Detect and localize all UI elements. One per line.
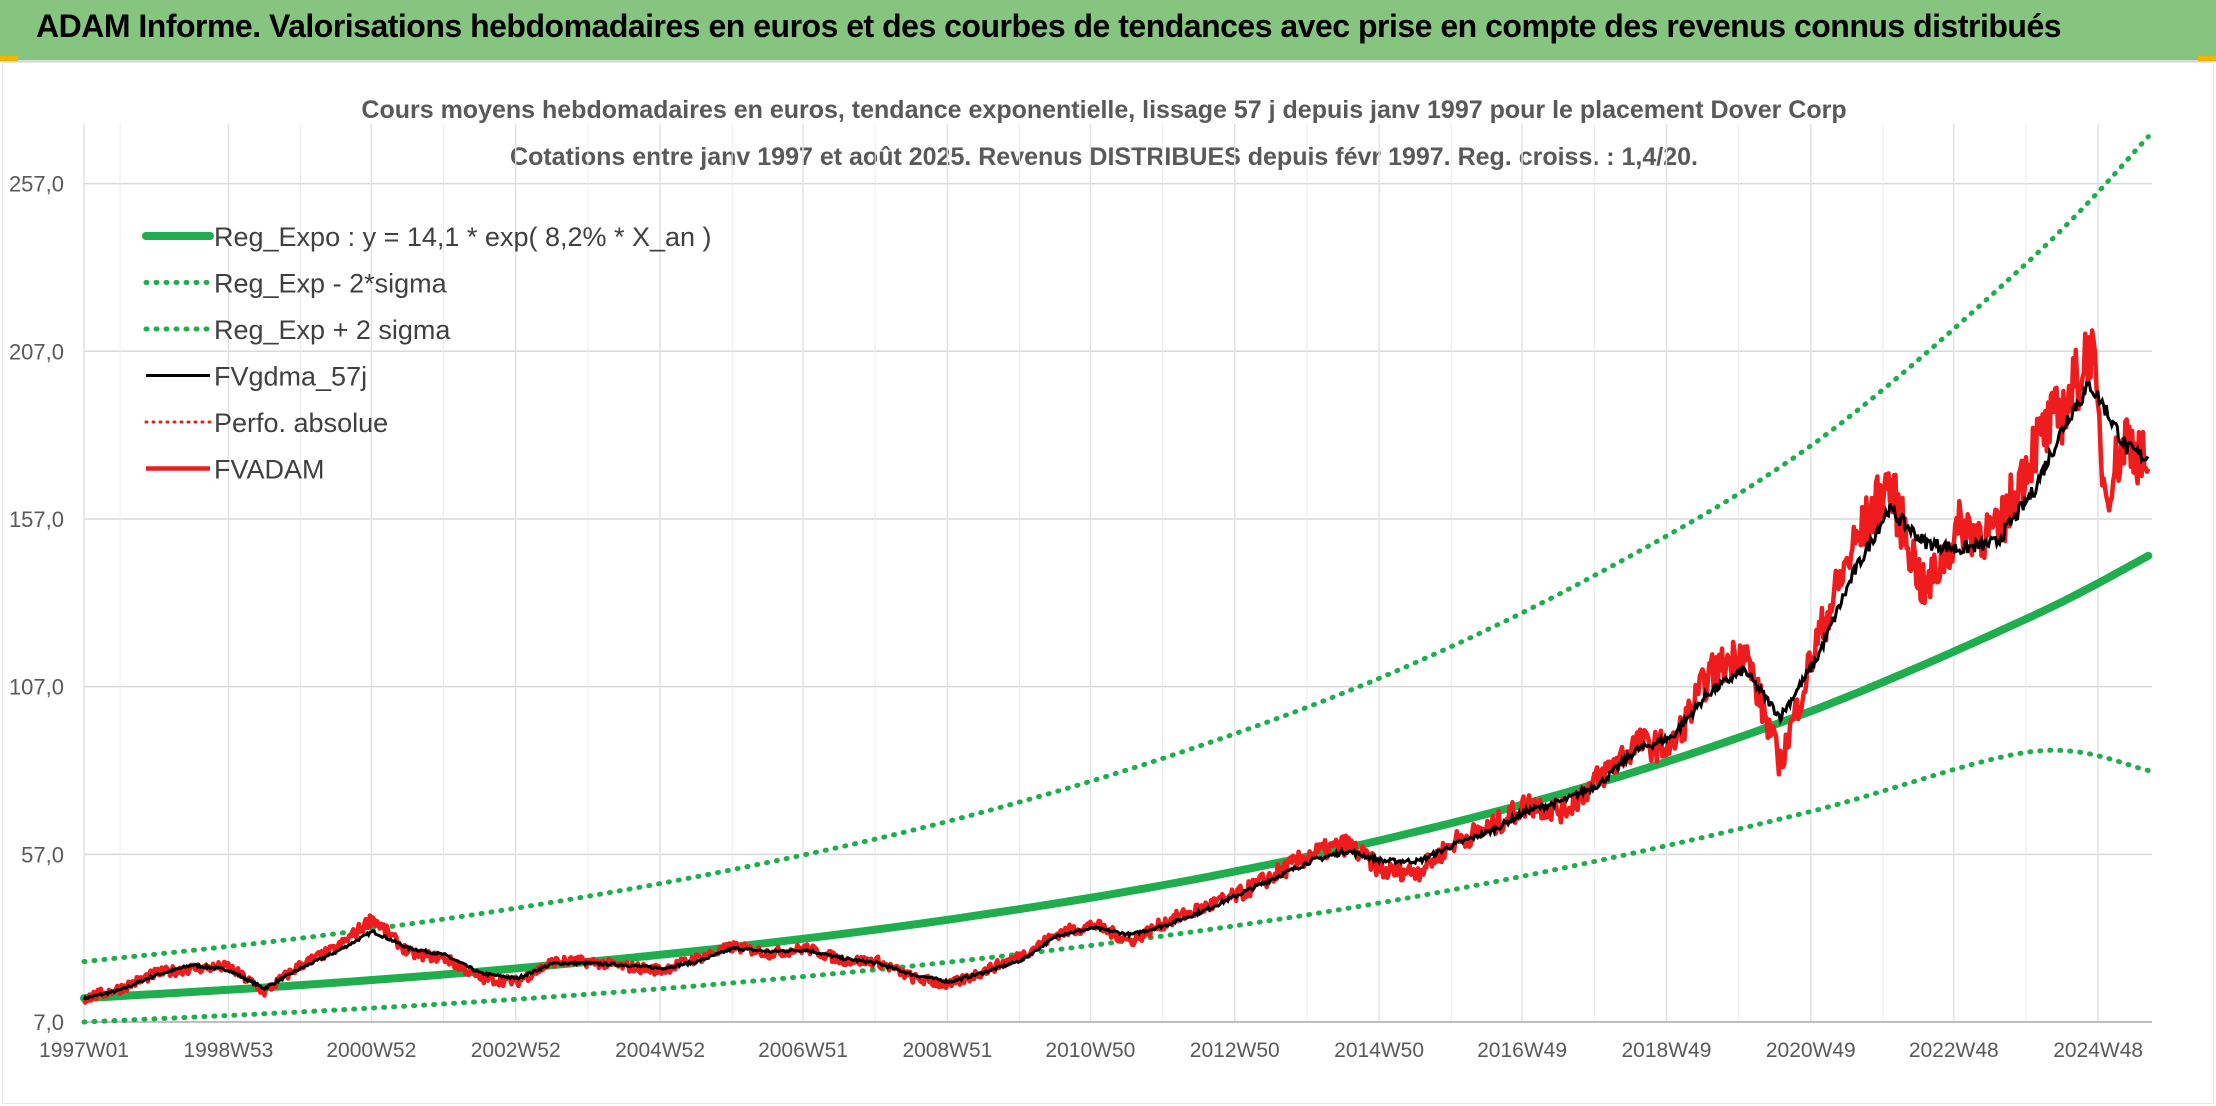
- report-title: ADAM Informe. Valorisations hebdomadaire…: [36, 8, 2062, 44]
- chart-subtitle: Cotations entre janv 1997 et août 2025. …: [510, 143, 1698, 171]
- x-tick-label: 2018W49: [1621, 1039, 1711, 1062]
- chart-title: Cours moyens hebdomadaires en euros, ten…: [361, 96, 1846, 124]
- legend-entry: Reg_Exp + 2 sigma: [214, 315, 451, 345]
- legend-entry: Perfo. absolue: [214, 408, 388, 438]
- axis-labels: 7,0 57,0 107,0 157,0 207,0 257,0 1997W01 1998W5…: [9, 172, 2143, 1062]
- x-tick-label: 2022W48: [1909, 1039, 1999, 1062]
- x-tick-label: 2010W50: [1045, 1039, 1135, 1062]
- series-line-3: [82, 379, 2150, 1001]
- x-tick-label: 2014W50: [1334, 1039, 1424, 1062]
- corner-marker-left: [0, 56, 18, 61]
- x-tick-label: 1997W01: [39, 1039, 129, 1062]
- legend-entry: FVADAM: [214, 455, 325, 485]
- y-tick-label: 207,0: [9, 339, 64, 364]
- report-banner: ADAM Informe. Valorisations hebdomadaire…: [0, 0, 2216, 62]
- x-tick-label: 2016W49: [1477, 1039, 1567, 1062]
- series-line-2: [81, 134, 2151, 965]
- series-line-0: [80, 551, 2153, 1003]
- x-tick-label: 2000W52: [326, 1039, 416, 1062]
- y-tick-label: 257,0: [9, 172, 64, 197]
- x-tick-label: 2008W51: [902, 1039, 992, 1062]
- x-tick-label: 1998W53: [183, 1039, 273, 1062]
- corner-marker-right: [2198, 56, 2216, 61]
- x-tick-label: 2012W50: [1190, 1039, 1280, 1062]
- y-tick-label: 57,0: [21, 842, 64, 867]
- x-tick-label: 2020W49: [1766, 1039, 1856, 1062]
- x-tick-label: 2024W48: [2053, 1039, 2143, 1062]
- series-line-1: [81, 747, 2151, 1025]
- series-lines: [80, 134, 2153, 1025]
- x-tick-label: 2002W52: [471, 1039, 561, 1062]
- x-tick-label: 2006W51: [758, 1039, 848, 1062]
- y-tick-label: 7,0: [33, 1010, 64, 1035]
- series-line-5: [82, 328, 2151, 1005]
- x-tick-label: 2004W52: [615, 1039, 705, 1062]
- legend-entry: Reg_Expo : y = 14,1 * exp( 8,2% * X_an ): [214, 222, 712, 252]
- legend: Reg_Expo : y = 14,1 * exp( 8,2% * X_an )…: [142, 222, 712, 485]
- y-tick-label: 107,0: [9, 675, 64, 700]
- legend-entry: FVgdma_57j: [214, 362, 367, 392]
- y-tick-label: 157,0: [9, 507, 64, 532]
- legend-entry: Reg_Exp - 2*sigma: [214, 269, 448, 299]
